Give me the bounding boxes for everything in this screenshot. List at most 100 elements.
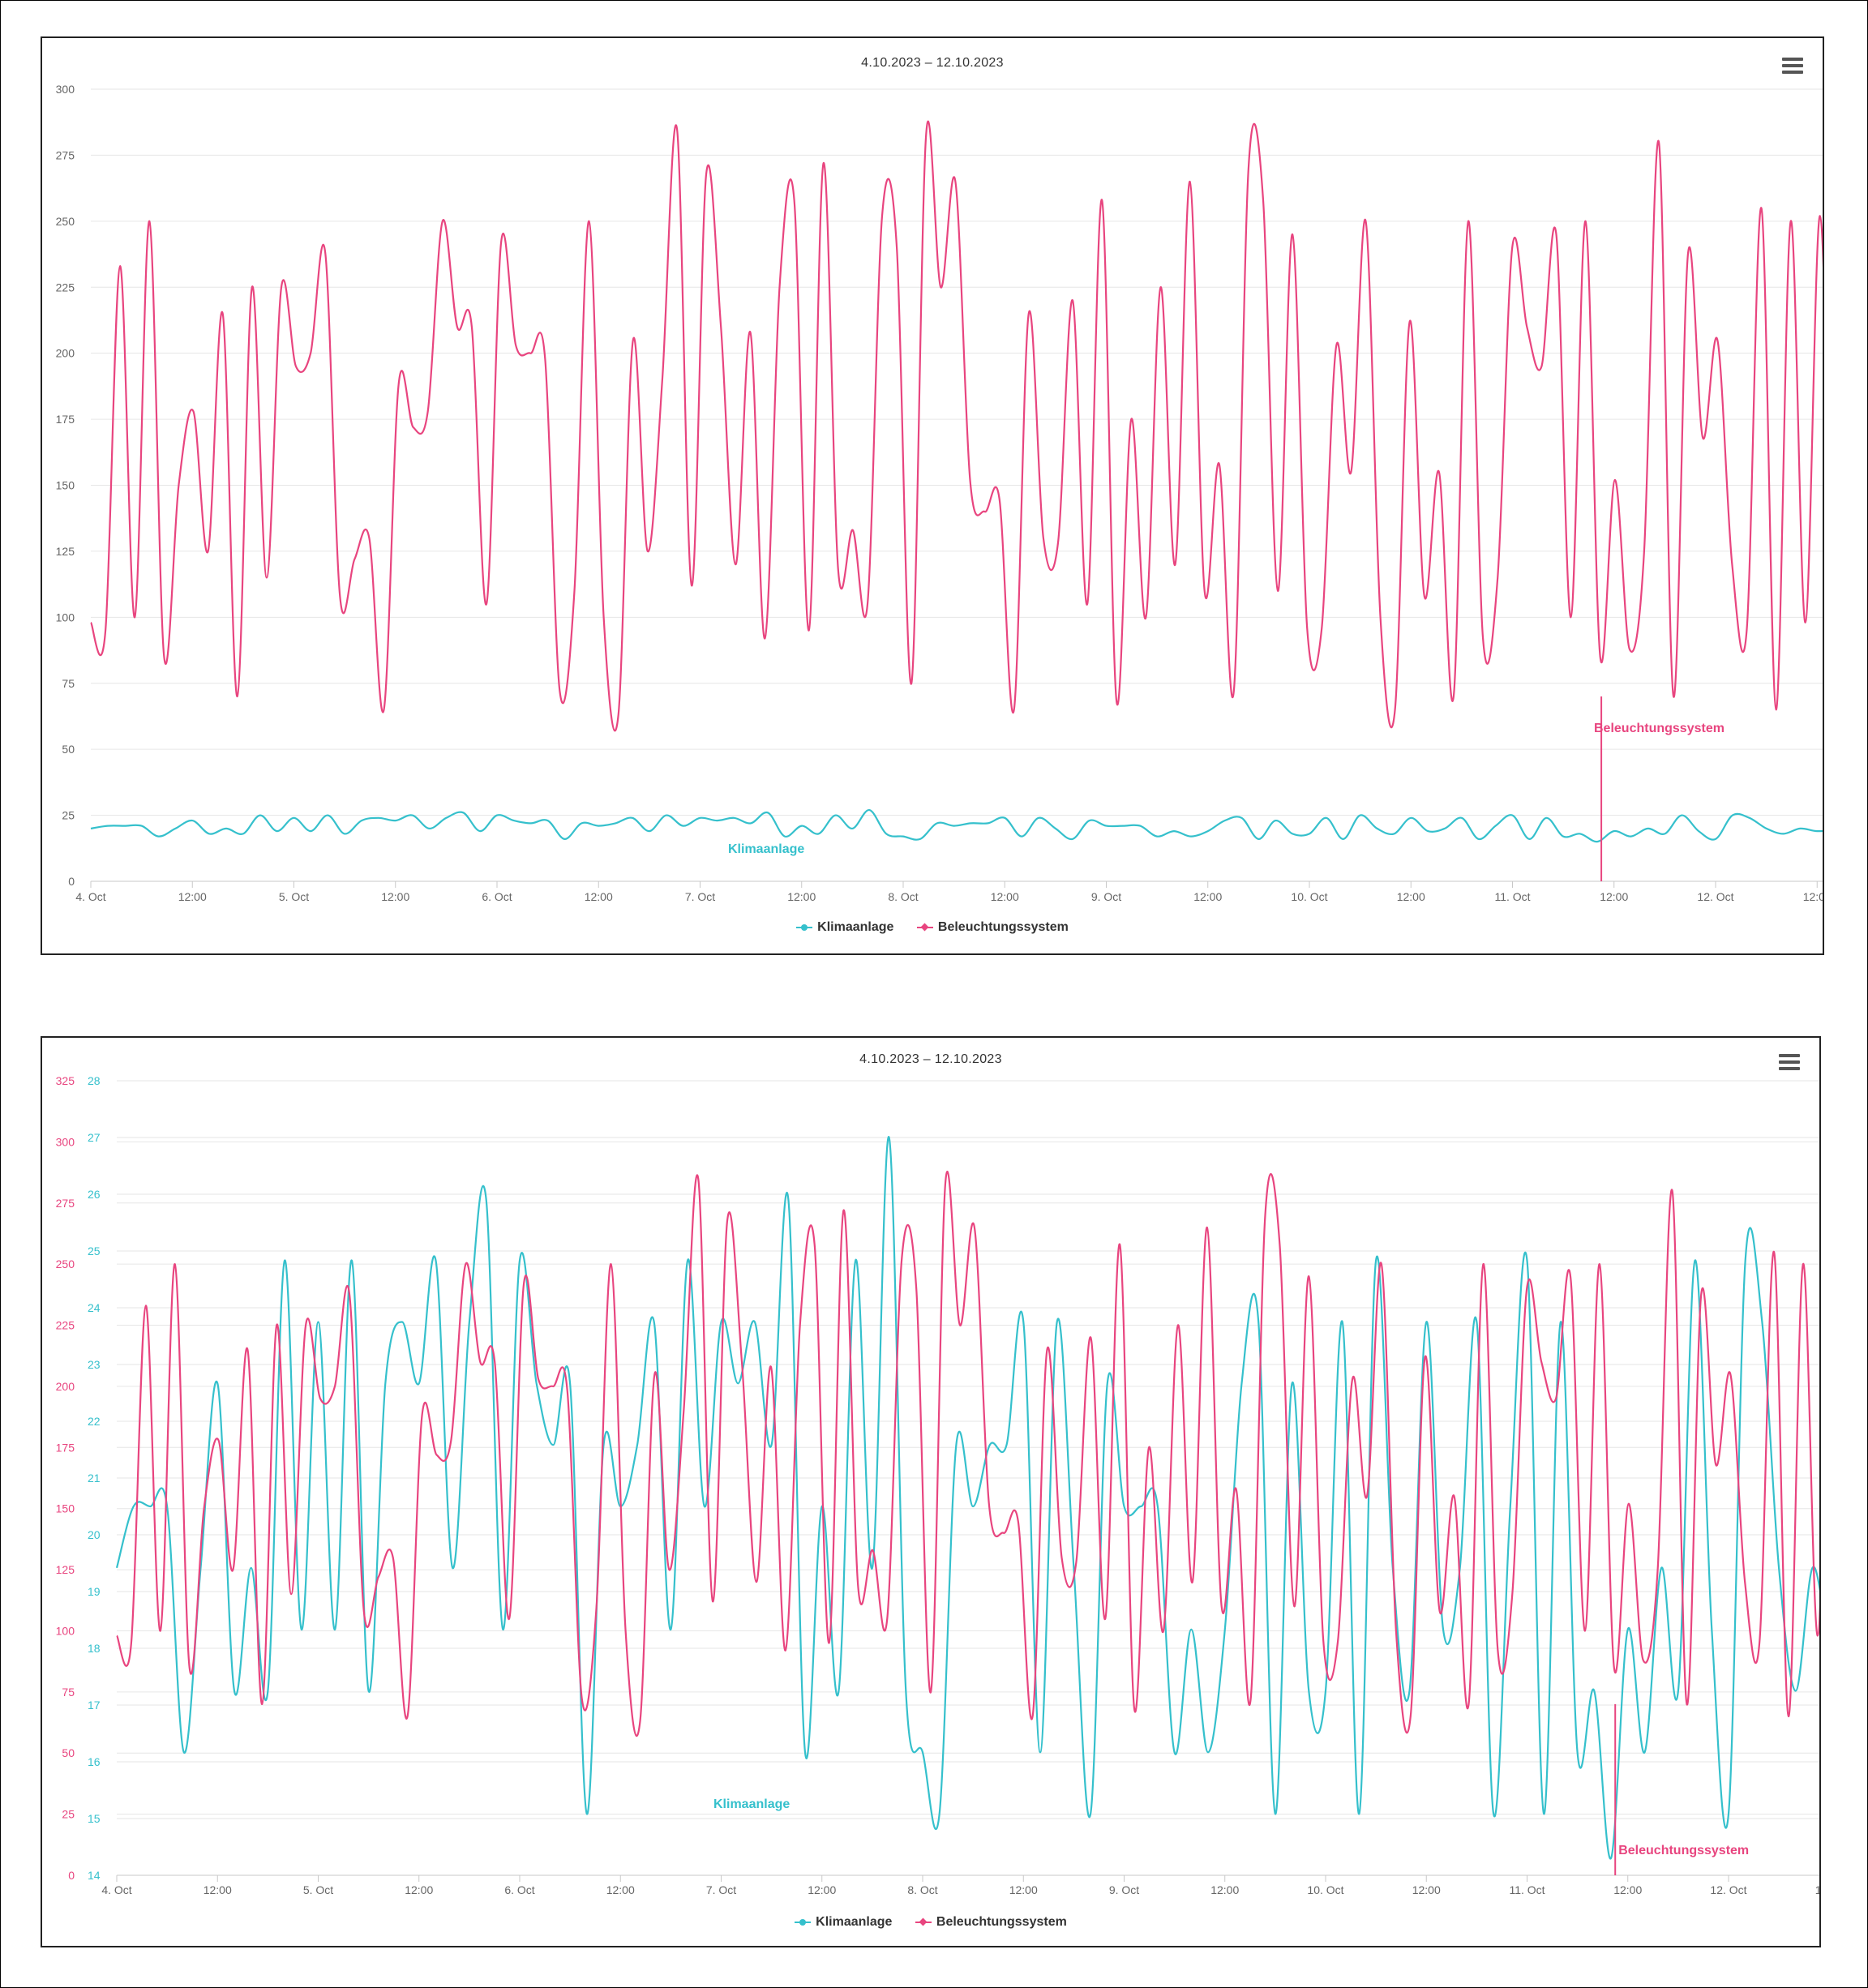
x-tick-label: 12:00: [1600, 890, 1628, 903]
x-tick-label: 5. Oct: [303, 1883, 333, 1896]
y-tick-label-klima: 19: [88, 1585, 101, 1598]
x-tick-label: 7. Oct: [706, 1883, 736, 1896]
legend-item-klimaanlage[interactable]: Klimaanlage: [795, 1915, 892, 1930]
x-tick-label: 12:00: [1412, 1883, 1441, 1896]
y-tick-label: 75: [62, 677, 75, 690]
y-tick-label-klima: 17: [88, 1699, 101, 1712]
chart-panel-combined: 4.10.2023 – 12.10.2023 0 25 50 75 100 125 150 1…: [41, 36, 1824, 955]
chart-title: 4.10.2023 – 12.10.2023: [861, 56, 1004, 70]
y-tick-label: 50: [62, 743, 75, 756]
y-tick-label-beleuchtung: 325: [56, 1074, 75, 1087]
legend-item-klimaanlage[interactable]: Klimaanlage: [796, 920, 893, 935]
legend-label: Beleuchtungssystem: [937, 920, 1069, 934]
series-line-klimaanlage: [90, 809, 1823, 843]
y-tick-label: 275: [56, 148, 75, 161]
x-tick-label: 7. Oct: [685, 890, 715, 903]
y-tick-label: 125: [56, 545, 75, 558]
y-tick-label-klima: 20: [88, 1528, 101, 1541]
chart-legend: Klimaanlage Beleuchtungssystem: [42, 920, 1823, 935]
series-line-beleuchtungssystem: [90, 120, 1823, 732]
y-tick-label-klima: 15: [88, 1812, 101, 1825]
series-line-klimaanlage: [115, 1136, 1819, 1860]
x-tick-label: 8. Oct: [888, 890, 918, 903]
y-tick-label: 175: [56, 413, 75, 426]
y-tick-label-klima: 25: [88, 1245, 101, 1257]
y-tick-label-beleuchtung: 100: [56, 1624, 75, 1637]
y-tick-label-beleuchtung: 250: [56, 1257, 75, 1270]
legend-licht-marker-icon: [916, 923, 933, 932]
legend-label: Klimaanlage: [816, 1915, 893, 1929]
y-tick-label-klima: 23: [88, 1358, 101, 1371]
x-tick-label: 12:00: [787, 890, 816, 903]
x-tick-label: 8. Oct: [907, 1883, 937, 1896]
y-tick-label-beleuchtung: 225: [56, 1319, 75, 1332]
x-tick-label: 12:00: [1009, 1883, 1038, 1896]
y-tick-label-klima: 22: [88, 1415, 101, 1428]
y-tick-label: 25: [62, 809, 75, 822]
x-tick-label: 12:00: [606, 1883, 635, 1896]
legend-label: Klimaanlage: [817, 920, 894, 934]
legend-licht-marker-icon: [915, 1917, 932, 1927]
y-tick-label-beleuchtung: 175: [56, 1441, 75, 1454]
x-tick-label: 12:00: [1193, 890, 1222, 903]
y-tick-label-klima: 18: [88, 1642, 101, 1655]
y-tick-label: 300: [56, 83, 75, 96]
y-tick-label-beleuchtung: 125: [56, 1563, 75, 1576]
x-tick-label: 12:00: [204, 1883, 232, 1896]
x-tick-label: 12:00: [808, 1883, 836, 1896]
x-tick-label: 6. Oct: [504, 1883, 534, 1896]
legend-label: Beleuchtungssystem: [936, 1915, 1067, 1929]
annotation-label-klimaanlage: Klimaanlage: [728, 842, 804, 856]
y-tick-label-beleuchtung: 0: [68, 1869, 75, 1882]
annotation-label-klimaanlage: Klimaanlage: [713, 1797, 790, 1811]
y-tick-label: 200: [56, 347, 75, 360]
legend-klima-marker-icon: [795, 1917, 812, 1927]
y-tick-label-beleuchtung: 200: [56, 1380, 75, 1393]
x-tick-label: 9. Oct: [1109, 1883, 1139, 1896]
x-tick-label: 12:00: [1815, 1883, 1819, 1896]
hamburger-menu-icon[interactable]: [1780, 54, 1805, 79]
y-tick-label-beleuchtung: 300: [56, 1135, 75, 1148]
y-tick-label-beleuchtung: 75: [62, 1686, 75, 1699]
x-tick-label: 4. Oct: [75, 890, 105, 903]
x-tick-label: 12:00: [178, 890, 207, 903]
x-tick-label: 12:00: [1397, 890, 1425, 903]
y-tick-label: 100: [56, 611, 75, 623]
y-tick-label: 150: [56, 479, 75, 492]
series-line-beleuchtungssystem: [116, 1171, 1819, 1737]
y-tick-label-beleuchtung: 25: [62, 1808, 75, 1821]
x-tick-label: 10. Oct: [1307, 1883, 1343, 1896]
y-tick-label-klima: 21: [88, 1472, 101, 1485]
legend-item-beleuchtungssystem[interactable]: Beleuchtungssystem: [916, 920, 1069, 935]
x-tick-label: 11. Oct: [1494, 890, 1530, 903]
chart-panel-dual-axis: 4.10.2023 – 12.10.2023 0 25 50 75 100 125 150 1…: [41, 1036, 1821, 1947]
y-tick-label-klima: 14: [88, 1869, 101, 1882]
x-tick-label: 12:00: [991, 890, 1019, 903]
chart-legend: Klimaanlage Beleuchtungssystem: [42, 1915, 1819, 1930]
x-tick-label: 12:00: [585, 890, 613, 903]
x-tick-label: 12. Oct: [1710, 1883, 1746, 1896]
x-tick-label: 12:00: [1613, 1883, 1642, 1896]
x-tick-label: 9. Oct: [1091, 890, 1121, 903]
y-tick-label-klima: 27: [88, 1131, 101, 1144]
x-tick-label: 12. Oct: [1697, 890, 1733, 903]
legend-item-beleuchtungssystem[interactable]: Beleuchtungssystem: [915, 1915, 1067, 1930]
x-tick-label: 4. Oct: [101, 1883, 131, 1896]
chart-plot-area: 0 25 50 75 100 125 150 175 200 225 250 275 300 4. Oct…: [56, 83, 1823, 903]
x-tick-label: 12:00: [1210, 1883, 1239, 1896]
x-tick-label: 11. Oct: [1509, 1883, 1545, 1896]
legend-klima-marker-icon: [796, 923, 813, 932]
y-tick-label-klima: 16: [88, 1755, 101, 1768]
hamburger-menu-icon[interactable]: [1777, 1051, 1802, 1075]
y-tick-label-beleuchtung: 275: [56, 1197, 75, 1210]
chart-title: 4.10.2023 – 12.10.2023: [859, 1052, 1002, 1066]
y-tick-label-beleuchtung: 150: [56, 1502, 75, 1515]
x-tick-label: 12:00: [1803, 890, 1823, 903]
y-tick-label-klima: 24: [88, 1301, 101, 1314]
y-tick-label-klima: 28: [88, 1074, 101, 1087]
y-tick-label: 225: [56, 281, 75, 293]
x-tick-label: 6. Oct: [482, 890, 512, 903]
x-tick-label: 12:00: [381, 890, 409, 903]
y-tick-label: 250: [56, 215, 75, 228]
y-tick-label: 0: [68, 875, 75, 888]
